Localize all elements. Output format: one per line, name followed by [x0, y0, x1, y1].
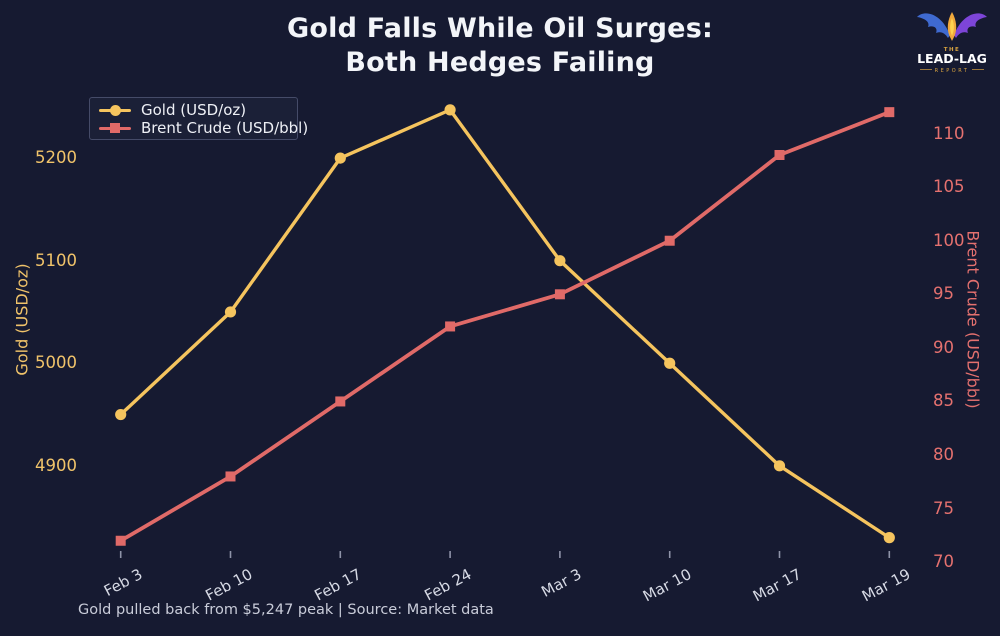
gold-data-point	[334, 152, 346, 164]
gold-legend-circle-icon	[110, 104, 121, 116]
logo-report-text: REPORT	[935, 68, 970, 74]
brent-data-point	[554, 289, 565, 300]
left-axis-tick-label: 5000	[35, 353, 77, 373]
chart-title-line2: Both Hedges Failing	[345, 47, 655, 78]
gold-data-point	[883, 532, 895, 544]
right-axis-tick-label: 105	[933, 177, 965, 197]
gold-data-point	[444, 104, 456, 116]
gold-series-line	[118, 108, 891, 540]
logo-the-text: THE	[944, 47, 961, 53]
brent-data-point	[335, 396, 346, 407]
left-axis-tick-label: 5100	[35, 250, 77, 270]
lead-lag-logo: THE LEAD-LAG REPORT	[917, 12, 987, 74]
right-axis-tick-label: 90	[933, 337, 954, 357]
legend-item-brent: Brent Crude (USD/bbl)	[90, 119, 308, 137]
gold-data-point	[115, 408, 127, 421]
legend-item-gold: Gold (USD/oz)	[90, 101, 297, 119]
right-axis-title: Brent Crude (USD/bbl)	[963, 230, 983, 409]
right-axis-tick-label: 70	[933, 552, 954, 572]
right-axis-tick-label: 110	[933, 123, 965, 143]
brent-data-point	[664, 235, 675, 246]
legend: Gold (USD/oz) Brent Crude (USD/bbl)	[89, 97, 308, 140]
footer-note: Gold pulled back from $5,247 peak | Sour…	[78, 602, 494, 618]
right-axis-tick-label: 85	[933, 391, 954, 411]
gold-data-point	[773, 460, 786, 472]
gold-data-point	[664, 357, 676, 369]
gold-data-point	[554, 255, 566, 267]
brent-series-line	[118, 110, 892, 543]
right-axis-tick-label: 95	[933, 284, 954, 304]
logo-main-text: LEAD-LAG	[917, 51, 987, 66]
brent-legend-square-icon	[110, 123, 120, 133]
left-axis-tick-label: 4900	[35, 455, 77, 475]
left-axis-title: Gold (USD/oz)	[12, 263, 32, 376]
right-axis-tick-label: 80	[933, 445, 954, 465]
brent-data-point	[774, 150, 785, 161]
chart-title-line1: Gold Falls While Oil Surges:	[287, 13, 713, 44]
left-axis-tick-label: 5200	[35, 148, 77, 168]
right-axis-tick-label: 100	[933, 230, 965, 250]
chart-title: Gold Falls While Oil Surges: Both Hedges…	[0, 12, 1000, 80]
gold-data-point	[224, 306, 237, 318]
brent-data-point	[115, 535, 126, 546]
legend-label-gold: Gold (USD/oz)	[141, 101, 247, 119]
legend-label-brent: Brent Crude (USD/bbl)	[141, 119, 309, 137]
brent-data-point	[225, 471, 236, 482]
right-axis-tick-label: 75	[933, 498, 954, 518]
brent-data-point	[445, 321, 456, 332]
phoenix-icon	[917, 12, 987, 41]
brent-data-point	[884, 107, 895, 118]
